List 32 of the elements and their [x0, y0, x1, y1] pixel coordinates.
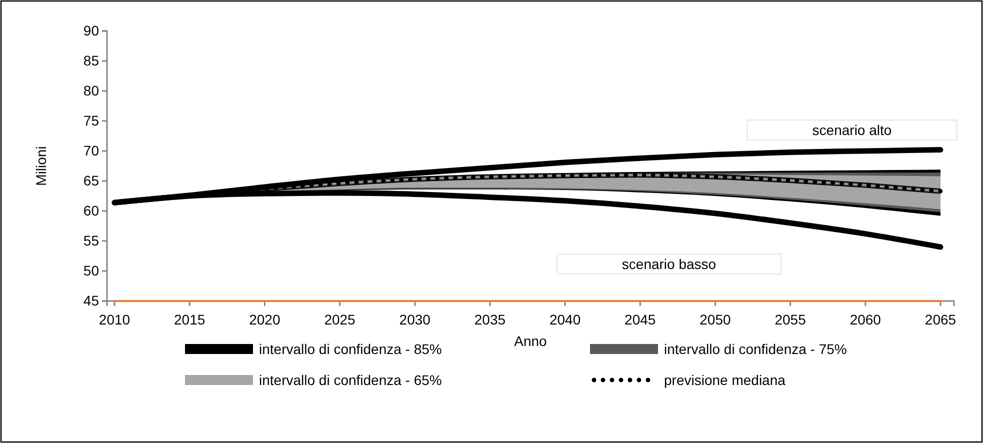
- x-tick-label: 2040: [549, 311, 581, 328]
- x-tick-label: 2030: [399, 311, 431, 328]
- y-tick-label: 70: [83, 142, 100, 158]
- x-tick-label: 2015: [174, 311, 206, 328]
- x-tick-label: 2020: [249, 311, 280, 328]
- legend-label: intervallo di confidenza - 85%: [259, 341, 442, 357]
- y-tick-label: 90: [83, 22, 100, 38]
- y-tick-label: 55: [83, 232, 100, 248]
- y-tick-label: 65: [83, 172, 100, 188]
- y-axis-title: Milioni: [33, 146, 49, 186]
- y-tick-label: 85: [83, 52, 100, 68]
- label-box: scenario basso: [556, 253, 782, 275]
- legend-label: intervallo di confidenza - 75%: [664, 341, 847, 357]
- x-tick-label: 2065: [924, 311, 956, 328]
- x-axis-title: Anno: [514, 333, 548, 349]
- x-tick-label: 2045: [624, 311, 656, 328]
- legend-label: intervallo di confidenza - 65%: [259, 372, 442, 388]
- label-box: scenario alto: [746, 119, 958, 141]
- y-tick-label: 45: [83, 292, 100, 308]
- annotation: scenario alto: [812, 122, 892, 138]
- x-tick-label: 2035: [474, 311, 506, 328]
- y-tick-label: 50: [83, 262, 100, 278]
- x-tick-label: 2010: [98, 311, 130, 328]
- y-tick-label: 60: [83, 202, 100, 218]
- legend-label: previsione mediana: [664, 372, 786, 388]
- x-tick-label: 2050: [700, 311, 731, 328]
- x-tick-label: 2055: [774, 311, 806, 328]
- annotation: scenario basso: [622, 256, 716, 272]
- y-tick-label: 75: [83, 112, 100, 128]
- y-tick-label: 80: [83, 82, 100, 98]
- x-tick-label: 2025: [324, 311, 356, 328]
- x-tick-label: 2060: [850, 311, 882, 328]
